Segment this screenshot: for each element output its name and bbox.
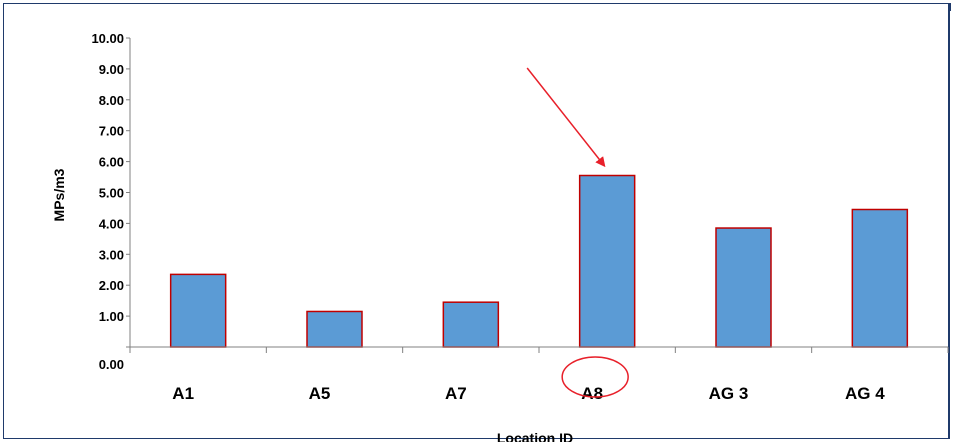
x-tick-label: A1	[172, 384, 194, 403]
bar-a5	[306, 310, 363, 348]
annotation-circle	[561, 356, 629, 398]
x-tick-label: A8	[581, 384, 603, 403]
y-tick-label: 4.00	[99, 216, 124, 231]
y-tick-label: 7.00	[99, 124, 124, 139]
y-tick-label: 9.00	[99, 62, 124, 77]
x-tick-label: AG 4	[845, 384, 885, 403]
bars	[169, 174, 909, 348]
y-tick-label: 1.00	[99, 309, 124, 324]
x-tick-label: A7	[445, 384, 467, 403]
y-tick-label: 3.00	[99, 247, 124, 262]
x-axis-title: Location ID	[497, 430, 573, 442]
y-tick-label: 6.00	[99, 155, 124, 170]
annotation-arrow	[526, 67, 606, 168]
bar-a7	[442, 301, 500, 348]
annotations	[526, 67, 629, 398]
x-axis-labels: A1 A5 A7 A8 AG 3 AG 4	[172, 384, 885, 403]
bar-a8	[578, 174, 636, 348]
frame-corner-tick	[950, 3, 951, 11]
y-tick-label: 2.00	[99, 278, 124, 293]
bar-ag3	[715, 227, 772, 348]
y-tick-label: 5.00	[99, 186, 124, 201]
x-tick-label: AG 3	[709, 384, 749, 403]
y-tick-label: 10.00	[91, 31, 124, 46]
bar-ag4	[851, 208, 909, 348]
y-axis-ticks: 0.00 1.00 2.00 3.00 4.00 5.00 6.00 7.00 8.00 9.00…	[91, 31, 131, 372]
chart-frame	[3, 3, 950, 439]
x-tick-label: A5	[309, 384, 331, 403]
y-tick-label: 0.00	[99, 357, 124, 372]
x-axis	[129, 346, 949, 353]
y-axis-title: MPs/m3	[51, 168, 67, 221]
bar-a1	[169, 273, 227, 348]
y-tick-label: 8.00	[99, 93, 124, 108]
